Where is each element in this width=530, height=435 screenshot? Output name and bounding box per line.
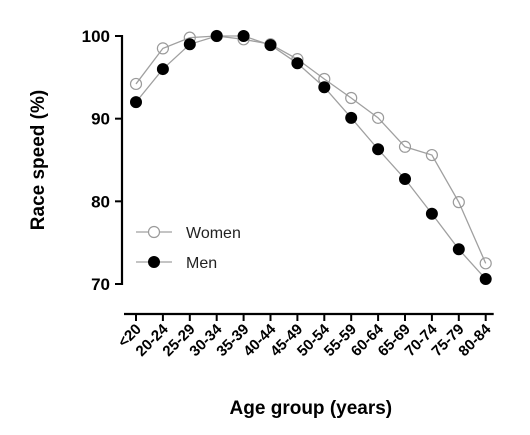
data-point-men <box>372 143 385 156</box>
legend-label-men: Men <box>186 255 217 272</box>
data-point-women <box>452 196 465 209</box>
y-tick-label: 70 <box>91 275 110 294</box>
data-point-men <box>130 96 142 109</box>
data-point-men <box>425 207 438 220</box>
series-points-men <box>130 30 492 286</box>
data-point-men <box>183 38 196 51</box>
x-axis-title: Age group (years) <box>230 398 393 419</box>
series-points-women <box>129 29 492 270</box>
data-point-men <box>452 243 465 256</box>
series-women <box>135 35 487 264</box>
data-point-men <box>237 30 250 42</box>
legend: Women Men <box>136 225 241 272</box>
x-axis: <2020-2425-2930-3435-3940-4445-4950-5455… <box>115 312 495 360</box>
data-point-men <box>399 173 411 186</box>
data-point-men <box>479 273 492 286</box>
data-point-men <box>318 81 331 94</box>
data-point-men <box>210 30 223 42</box>
y-tick-label: 100 <box>82 27 110 46</box>
data-point-men <box>156 63 169 76</box>
x-ticks: <2020-2425-2930-3435-3940-4445-4950-5455… <box>115 314 495 360</box>
data-point-women <box>398 140 412 153</box>
x-tick-label: 80-84 <box>455 320 495 360</box>
y-ticks: 70 80 90 100 <box>82 27 122 294</box>
data-point-women <box>156 42 169 55</box>
data-point-women <box>479 257 492 270</box>
y-tick-label: 80 <box>91 192 110 211</box>
y-axis: 70 80 90 100 <box>82 27 124 294</box>
legend-label-women: Women <box>186 225 241 242</box>
legend-item-men: Men <box>136 255 217 272</box>
data-point-women <box>425 148 438 162</box>
y-tick-label: 90 <box>91 110 110 129</box>
legend-marker-women <box>147 225 161 239</box>
legend-item-women: Women <box>136 225 241 242</box>
series-layer <box>129 29 492 286</box>
data-point-women <box>129 77 143 91</box>
data-point-women <box>372 111 385 124</box>
legend-marker-men <box>148 256 160 268</box>
data-point-men <box>264 39 277 52</box>
y-axis-title: Race speed (%) <box>28 90 49 230</box>
data-point-men <box>291 57 304 70</box>
data-point-men <box>345 111 358 124</box>
data-point-women <box>345 91 358 105</box>
series-line-women <box>135 35 487 264</box>
